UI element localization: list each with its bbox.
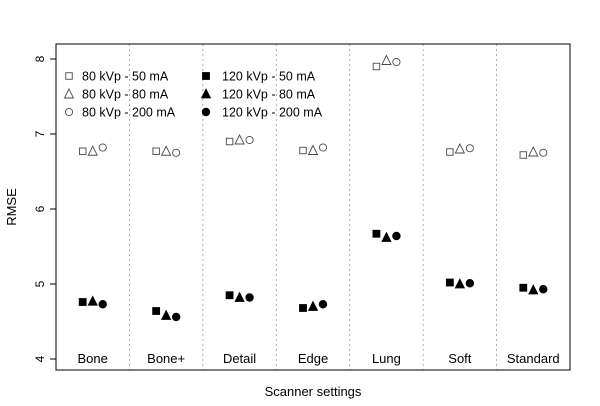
legend-label: 80 kVp - 80 mA [82, 88, 169, 102]
data-point [172, 148, 181, 157]
legend: 80 kVp - 50 mA 80 kVp - 80 mA 80 kVp - 200… [63, 70, 323, 120]
y-axis-title: RMSE [4, 188, 19, 226]
data-point [539, 285, 548, 294]
y-tick-label: 8 [33, 55, 47, 62]
data-point [160, 309, 172, 320]
data-points [78, 54, 548, 322]
data-point [225, 137, 234, 146]
data-point [528, 284, 539, 295]
data-point [234, 291, 245, 302]
data-point [446, 148, 454, 156]
data-point [225, 291, 234, 300]
legend-marker [201, 107, 211, 117]
data-point [318, 143, 328, 152]
y-axis: 4 5 6 7 8 [33, 55, 56, 362]
category-label: Edge [298, 351, 328, 366]
category-label: Detail [223, 351, 256, 366]
plot-frame [55, 43, 571, 371]
data-point [307, 144, 319, 155]
data-point [299, 304, 307, 312]
legend-label: 120 kVp - 200 mA [222, 106, 323, 120]
data-point [245, 135, 254, 145]
data-point [392, 57, 401, 67]
data-point [519, 151, 527, 159]
legend-label: 80 kVp - 200 mA [82, 106, 176, 120]
y-tick-label: 6 [33, 205, 47, 212]
legend-marker [63, 87, 75, 99]
data-point [318, 300, 328, 309]
legend-marker [65, 72, 73, 80]
data-point [98, 300, 107, 309]
data-point [372, 229, 381, 238]
data-point [445, 278, 454, 287]
data-point [381, 231, 392, 242]
legend-label: 80 kVp - 50 mA [82, 70, 169, 84]
data-point [234, 133, 245, 145]
data-point [539, 148, 548, 157]
category-label: Soft [448, 351, 472, 366]
data-point [392, 231, 401, 241]
data-point [307, 300, 319, 311]
x-axis-title: Scanner settings [265, 384, 362, 399]
data-point [465, 144, 474, 153]
data-point [87, 145, 98, 156]
data-point [79, 147, 87, 155]
legend-marker [200, 88, 212, 99]
data-point [160, 145, 172, 156]
category-label: Bone+ [147, 351, 185, 366]
data-point [372, 62, 381, 71]
legend-marker [202, 72, 210, 80]
category-label: Bone [78, 351, 108, 366]
data-point [454, 278, 466, 289]
category-label: Lung [372, 351, 401, 366]
legend-marker [64, 107, 74, 117]
category-labels: Bone Bone+ Detail Edge Lung Soft Standard [78, 351, 560, 366]
category-separators [129, 44, 497, 370]
data-point [245, 293, 254, 302]
data-point [152, 307, 161, 315]
y-tick-label: 5 [33, 280, 47, 287]
y-tick-label: 7 [33, 130, 47, 137]
legend-label: 120 kVp - 80 mA [222, 88, 316, 102]
data-point [98, 143, 107, 152]
data-point [465, 279, 475, 288]
data-point [171, 312, 181, 322]
data-point [299, 146, 307, 155]
y-tick-label: 4 [33, 355, 47, 362]
data-point [454, 142, 466, 154]
legend-label: 120 kVp - 50 mA [222, 70, 316, 84]
category-label: Standard [507, 351, 560, 366]
data-point [381, 54, 392, 65]
data-point [528, 145, 539, 157]
data-point [78, 298, 87, 306]
data-point [152, 147, 160, 155]
data-point [519, 283, 528, 292]
data-point [87, 295, 98, 306]
